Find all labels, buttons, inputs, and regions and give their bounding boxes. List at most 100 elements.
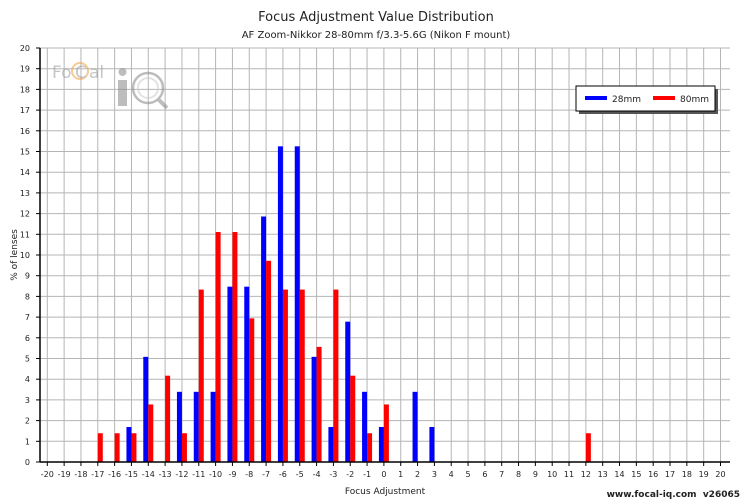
- x-tick-label: -6: [279, 470, 287, 479]
- y-tick-label: 10: [20, 251, 30, 260]
- x-tick-label: -1: [363, 470, 371, 479]
- y-tick-label: 9: [25, 272, 30, 281]
- y-axis-label: % of lenses: [10, 229, 20, 281]
- bar-80mm--17: [97, 433, 103, 462]
- x-tick-label: -3: [329, 470, 337, 479]
- y-tick-label: 19: [20, 65, 30, 74]
- bar-28mm--15: [126, 427, 132, 462]
- bar-80mm-0: [383, 404, 389, 462]
- legend-swatch-80mm: [653, 96, 675, 100]
- x-tick-label: -5: [296, 470, 304, 479]
- x-tick-label: 15: [631, 470, 641, 479]
- x-tick-label: 19: [699, 470, 709, 479]
- bar-80mm--10: [215, 232, 221, 462]
- x-axis-label: Focus Adjustment: [345, 487, 426, 497]
- y-tick-label: 7: [25, 313, 30, 322]
- bar-28mm--12: [176, 391, 182, 462]
- legend-label-80mm: 80mm: [680, 95, 709, 105]
- y-tick-label: 20: [20, 44, 30, 53]
- y-tick-label: 3: [25, 396, 30, 405]
- y-tick-label: 8: [25, 292, 30, 301]
- y-tick-label: 0: [25, 458, 30, 467]
- bar-80mm--9: [232, 232, 238, 462]
- bar-28mm--11: [193, 391, 199, 462]
- bar-28mm--7: [261, 216, 267, 462]
- x-tick-label: -15: [125, 470, 138, 479]
- bar-80mm--13: [165, 375, 171, 462]
- x-tick-label: -13: [159, 470, 172, 479]
- x-tick-label: 7: [499, 470, 504, 479]
- x-tick-label: -10: [209, 470, 222, 479]
- y-tick-label: 16: [20, 127, 30, 136]
- x-tick-label: -16: [108, 470, 121, 479]
- x-tick-label: -8: [245, 470, 253, 479]
- x-tick-label: 11: [564, 470, 574, 479]
- x-tick-label: -12: [175, 470, 188, 479]
- x-tick-label: -14: [142, 470, 155, 479]
- bar-80mm--3: [333, 289, 339, 462]
- bar-28mm--9: [227, 286, 233, 462]
- bar-80mm--8: [249, 318, 255, 462]
- x-tick-label: 3: [432, 470, 437, 479]
- bar-28mm--5: [294, 146, 300, 462]
- bar-28mm--3: [328, 427, 334, 462]
- bar-28mm--10: [210, 391, 216, 462]
- y-tick-label: 4: [25, 375, 30, 384]
- x-tick-label: -7: [262, 470, 270, 479]
- y-tick-label: 17: [20, 106, 30, 115]
- svg-text:C: C: [75, 63, 87, 83]
- bar-80mm--15: [131, 433, 137, 462]
- bar-28mm-2: [412, 391, 418, 462]
- y-tick-label: 14: [20, 168, 30, 177]
- y-tick-label: 13: [20, 189, 30, 198]
- x-tick-label: -20: [41, 470, 54, 479]
- bar-28mm--2: [345, 321, 351, 462]
- x-tick-label: -18: [74, 470, 87, 479]
- x-tick-label: 14: [614, 470, 624, 479]
- bar-28mm-3: [429, 427, 435, 462]
- bar-80mm--12: [181, 433, 187, 462]
- legend-swatch-28mm: [585, 96, 607, 100]
- x-tick-label: 17: [665, 470, 675, 479]
- y-tick-label: 6: [25, 334, 30, 343]
- bars: [97, 146, 591, 462]
- x-tick-label: 16: [648, 470, 658, 479]
- x-tick-label: 9: [533, 470, 538, 479]
- bar-28mm--8: [244, 286, 250, 462]
- x-tick-label: 4: [449, 470, 454, 479]
- x-tick-label: -4: [313, 470, 321, 479]
- x-tick-label: 0: [381, 470, 386, 479]
- x-tick-label: 2: [415, 470, 420, 479]
- y-tick-label: 11: [20, 230, 30, 239]
- x-tick-label: 10: [547, 470, 557, 479]
- bar-80mm--11: [198, 289, 204, 462]
- x-tick-label: -2: [346, 470, 354, 479]
- y-tick-label: 1: [25, 437, 30, 446]
- y-tick-label: 2: [25, 417, 30, 426]
- bar-28mm--14: [143, 356, 149, 462]
- x-tick-label: 20: [715, 470, 725, 479]
- bar-80mm--4: [316, 346, 322, 462]
- bar-28mm-0: [378, 427, 384, 462]
- legend: 28mm 80mm: [575, 85, 718, 114]
- x-tick-label: 12: [581, 470, 591, 479]
- chart-title: Focus Adjustment Value Distribution: [258, 10, 494, 25]
- x-tick-label: 13: [598, 470, 608, 479]
- x-tick-label: 6: [482, 470, 487, 479]
- bar-28mm--4: [311, 356, 317, 462]
- x-tick-label: 18: [682, 470, 692, 479]
- bar-28mm--1: [362, 391, 368, 462]
- y-tick-label: 15: [20, 148, 30, 157]
- x-tick-label: -17: [91, 470, 104, 479]
- x-tick-label: 8: [516, 470, 521, 479]
- legend-label-28mm: 28mm: [612, 95, 641, 105]
- x-tick-label: 1: [398, 470, 403, 479]
- chart-subtitle: AF Zoom-Nikkor 28-80mm f/3.3-5.6G (Nikon…: [242, 30, 511, 41]
- bar-80mm--1: [367, 433, 373, 462]
- x-tick-label: -11: [192, 470, 205, 479]
- x-tick-label: -9: [228, 470, 236, 479]
- footer-url-version: www.focal-iq.com v26065: [607, 490, 740, 500]
- bar-80mm--14: [148, 404, 154, 462]
